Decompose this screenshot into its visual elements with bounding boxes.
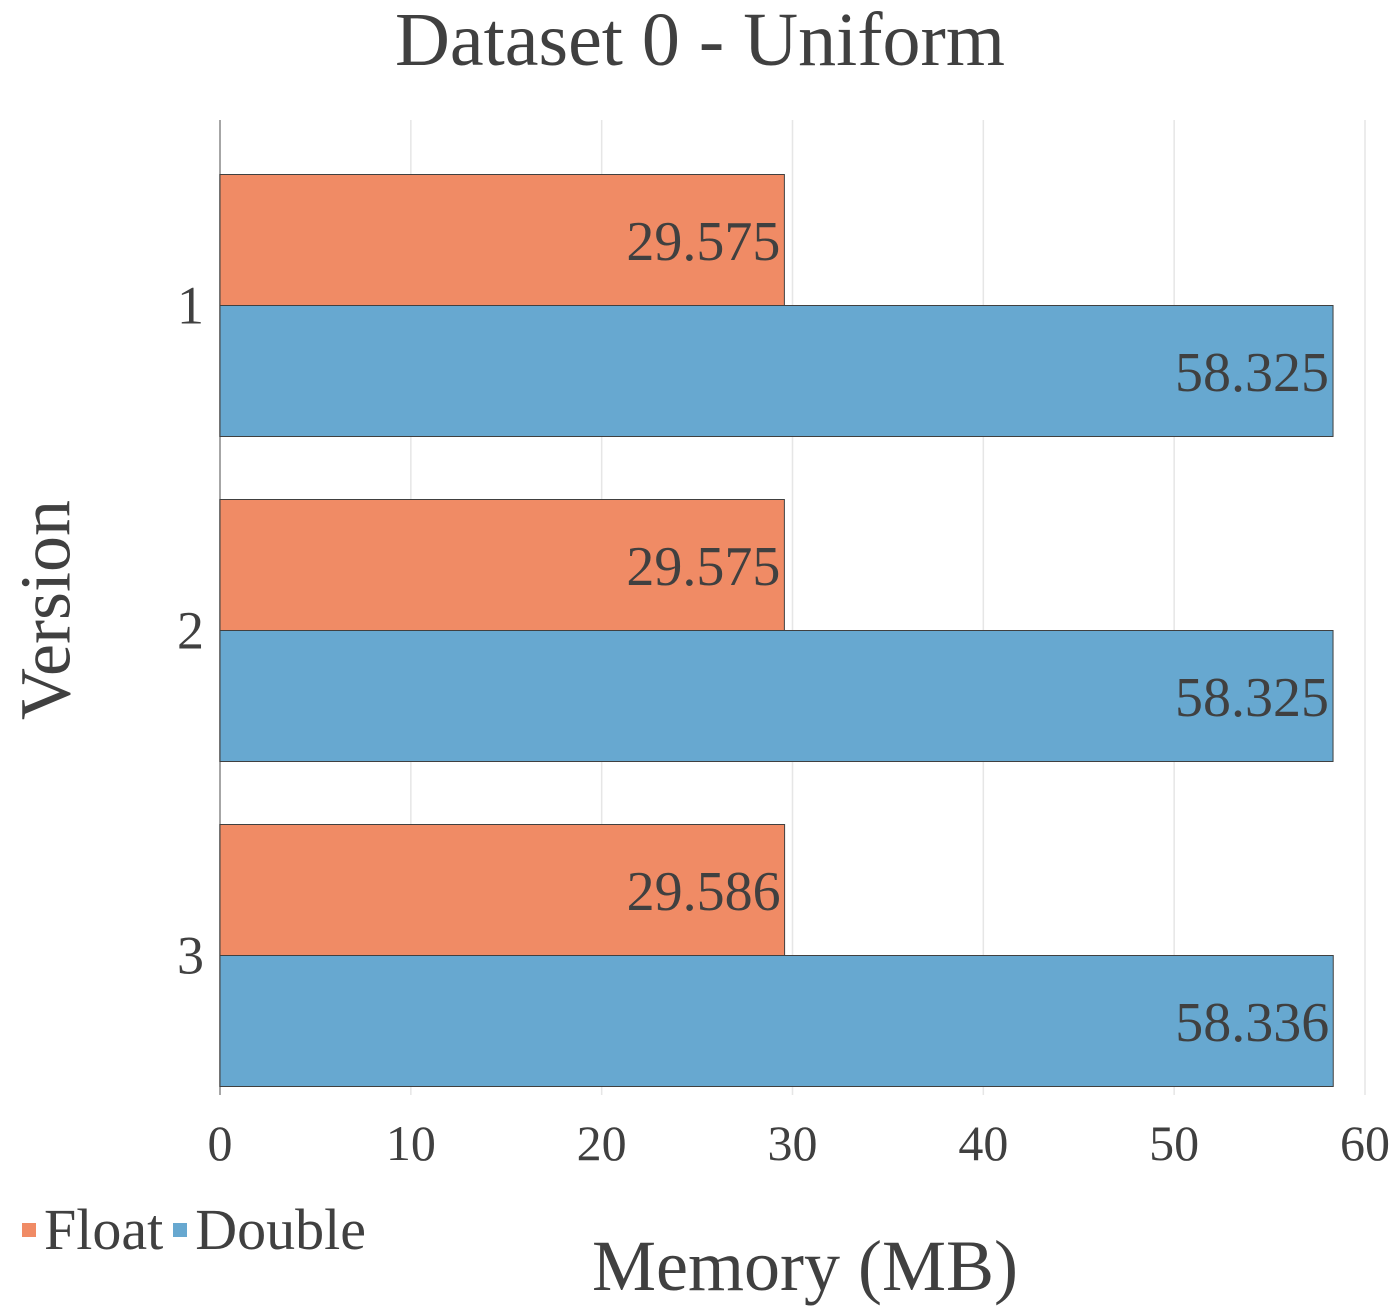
x-tick-label: 0: [208, 1115, 233, 1171]
data-label-float-3: 29.586: [627, 861, 781, 923]
x-tick-label: 40: [958, 1115, 1008, 1171]
bar-double-1: [219, 305, 1334, 437]
legend-item-double: Double: [173, 1196, 366, 1263]
data-label-float-2: 29.575: [626, 536, 780, 598]
data-label-double-3: 58.336: [1175, 992, 1329, 1054]
bar-float-1: [219, 174, 785, 306]
x-axis-label: Memory (MB): [592, 1226, 1018, 1306]
y-category-label: 2: [177, 601, 204, 661]
bar-double-2: [219, 630, 1334, 762]
legend-swatch-float: [22, 1222, 36, 1237]
chart-title: Dataset 0 - Uniform: [395, 0, 1005, 82]
legend-label-float: Float: [44, 1197, 164, 1262]
x-tick-label: 50: [1149, 1115, 1199, 1171]
legend-label-double: Double: [195, 1197, 366, 1262]
y-category-label: 3: [177, 926, 204, 986]
data-label-float-1: 29.575: [626, 211, 780, 273]
x-tick-label: 60: [1340, 1115, 1390, 1171]
legend-item-float: Float: [22, 1196, 163, 1263]
legend-swatch-double: [173, 1222, 188, 1237]
bar-float-2: [219, 499, 785, 631]
bar-double-3: [219, 955, 1334, 1087]
legend: Float Double: [22, 1196, 376, 1263]
x-tick-label: 20: [577, 1115, 627, 1171]
y-category-label: 1: [177, 276, 204, 336]
data-label-double-2: 58.325: [1175, 667, 1329, 729]
bar-float-3: [219, 824, 786, 956]
data-label-double-1: 58.325: [1175, 342, 1329, 404]
x-tick-label: 30: [768, 1115, 818, 1171]
x-tick-label: 10: [386, 1115, 436, 1171]
